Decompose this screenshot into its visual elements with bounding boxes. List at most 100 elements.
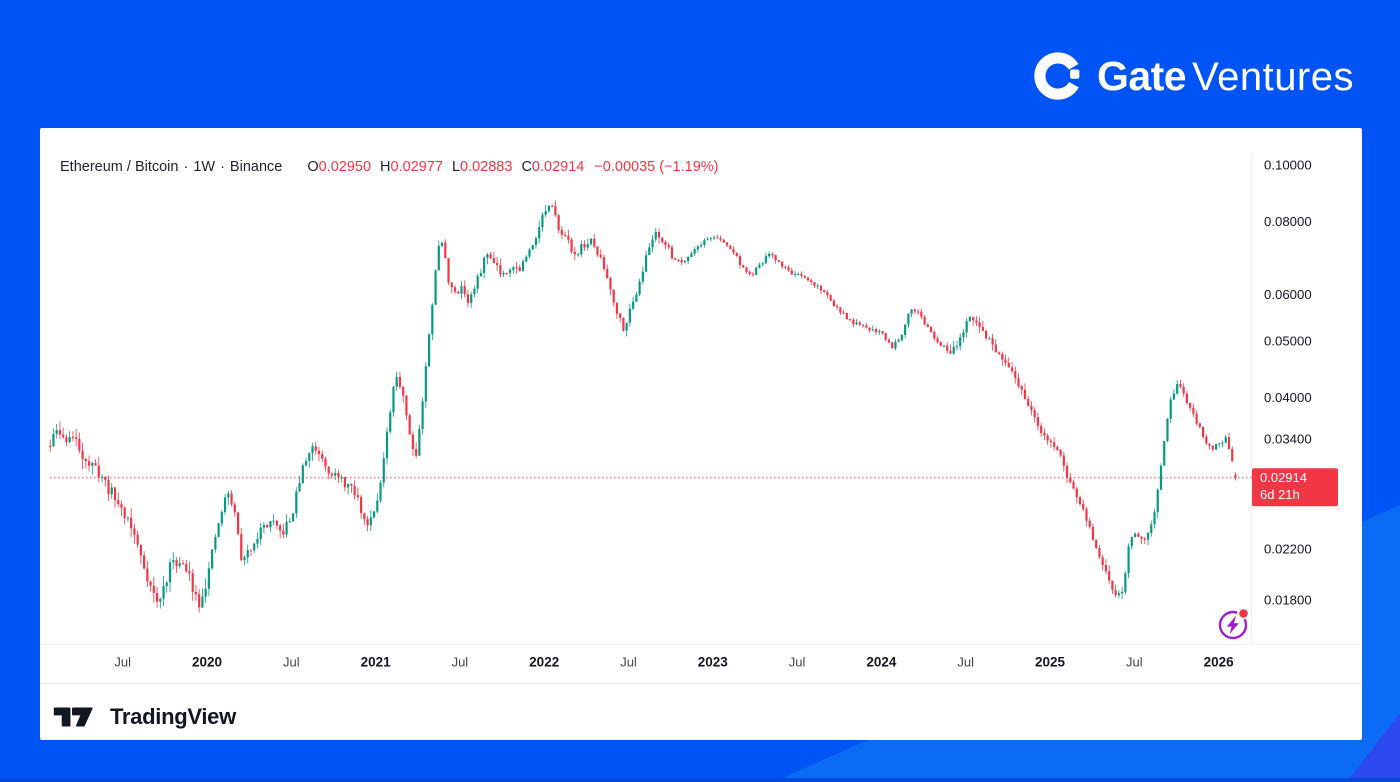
chart-card: 0.10000 0.08000 0.06000 0.05000 0.04000 0.034…	[40, 128, 1362, 740]
candle-body	[499, 265, 502, 275]
lightning-bolt-icon	[1226, 615, 1239, 634]
candle-body	[832, 300, 835, 307]
candle-body	[758, 264, 761, 268]
candle-body	[644, 255, 648, 272]
candle-body	[593, 238, 596, 247]
time-tick-label: Jul	[789, 655, 806, 670]
candle-body	[661, 237, 664, 243]
candle-body	[1030, 405, 1033, 411]
candle-body	[949, 350, 952, 354]
candle-body	[816, 285, 819, 287]
time-scale[interactable]: Jul 2020 Jul 2021 Jul 2022 Jul 2023 Jul 2024 Jul 20…	[114, 655, 1234, 670]
tradingview-logo[interactable]: TradingView	[53, 703, 236, 731]
candle-body	[52, 433, 55, 447]
exchange-label: Binance	[229, 159, 283, 175]
candle-body	[641, 271, 644, 282]
candle-body	[65, 437, 68, 443]
candle-body	[667, 245, 670, 248]
candle-body	[107, 479, 110, 495]
candle-body	[1001, 353, 1004, 360]
candle-body	[223, 497, 227, 512]
candle-body	[975, 320, 978, 323]
candle-body	[787, 267, 790, 271]
candle-body	[871, 329, 874, 331]
candle-body	[505, 272, 508, 274]
candle-body	[848, 318, 852, 320]
time-tick-label: Jul	[1126, 655, 1143, 670]
candle-body	[845, 313, 848, 319]
candle-body	[1065, 465, 1069, 478]
candle-body	[1166, 418, 1169, 441]
candle-body	[152, 585, 155, 593]
candle-body	[1182, 386, 1185, 394]
candle-body	[146, 568, 149, 582]
candle-body	[175, 560, 178, 567]
candle-body	[291, 513, 295, 522]
flash-icon[interactable]	[1218, 606, 1250, 640]
candle-body	[768, 253, 771, 257]
time-tick-label: 2022	[529, 655, 559, 670]
low-value: 0.02883	[460, 159, 513, 175]
candle-body	[1189, 403, 1192, 408]
candle-body	[881, 331, 884, 334]
candle-body	[897, 340, 900, 342]
time-tick-label: 2026	[1204, 655, 1235, 670]
candle-body	[483, 257, 486, 274]
candle-body	[803, 275, 806, 278]
candle-body	[554, 206, 557, 216]
candle-body	[712, 237, 716, 239]
candle-body	[130, 517, 133, 529]
open-value: 0.02950	[318, 159, 372, 175]
candle-body	[71, 437, 74, 439]
candle-body	[784, 266, 787, 268]
chart-canvas[interactable]: 0.10000 0.08000 0.06000 0.05000 0.04000 0.034…	[40, 128, 1362, 740]
candle-body	[431, 304, 434, 335]
candle-body	[168, 562, 172, 583]
candle-body	[1014, 371, 1017, 379]
candle-body	[602, 257, 606, 269]
low-label: L	[451, 159, 461, 175]
price-scale[interactable]: 0.10000 0.08000 0.06000 0.05000 0.04000 0.034…	[1264, 158, 1312, 608]
candle-body	[236, 512, 240, 535]
candle-body	[220, 511, 223, 524]
open-label: O	[307, 159, 319, 175]
candle-body	[751, 274, 755, 276]
candle-body	[1075, 488, 1078, 498]
tradingview-mark-icon	[53, 707, 93, 727]
candle-body	[379, 482, 382, 501]
candle-body	[1078, 497, 1082, 504]
candle-body	[729, 245, 732, 250]
candle-body	[884, 333, 887, 340]
candle-body	[606, 268, 609, 278]
candle-body	[819, 285, 823, 291]
candle-body	[133, 528, 136, 535]
candle-body	[904, 324, 907, 335]
candle-body	[207, 568, 210, 589]
candle-body	[551, 206, 554, 208]
candle-body	[460, 286, 463, 294]
close-value: 0.02914	[531, 159, 585, 175]
candle-body	[363, 513, 366, 520]
candle-body	[531, 245, 534, 250]
candle-body	[217, 523, 220, 538]
price-tick-label: 0.01800	[1264, 593, 1312, 608]
candle-body	[473, 288, 476, 295]
candle-body	[453, 287, 457, 292]
candle-body	[981, 326, 984, 331]
chart-legend: Ethereum / Bitcoin · 1W · Binance O0.02950 H0.…	[60, 159, 719, 175]
candle-body	[479, 273, 483, 277]
candle-body	[201, 596, 204, 608]
candle-body	[324, 458, 327, 467]
candle-body	[1023, 389, 1027, 399]
candle-body	[279, 525, 282, 531]
candle-body	[492, 258, 495, 263]
candle-body	[521, 261, 525, 271]
candle-body	[748, 272, 751, 275]
notification-dot	[1239, 609, 1248, 618]
time-tick-label: Jul	[452, 655, 469, 670]
candle-body	[706, 239, 709, 241]
candle-body	[657, 231, 661, 238]
candle-body	[402, 386, 405, 396]
candle-body	[674, 258, 677, 260]
candle-body	[311, 446, 314, 454]
